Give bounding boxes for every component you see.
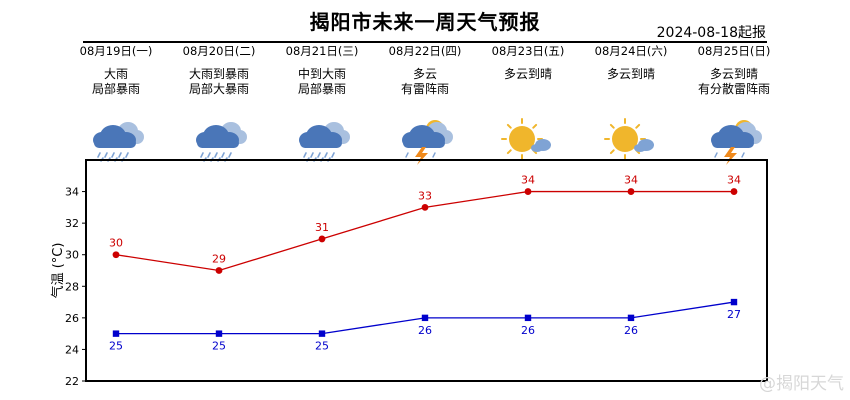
rain-cloud-icon [196, 122, 247, 162]
high-temp-point [627, 188, 635, 195]
weather-desc-line2: 局部暴雨 [91, 82, 140, 96]
weather-desc-line1: 大雨到暴雨 [188, 67, 249, 81]
forecast-date: 08月19日(一) [79, 44, 153, 58]
forecast-day-4: 08月22日(四) 多云 有雷阵雨 [370, 44, 480, 167]
forecast-date: 08月23日(五) [491, 44, 565, 58]
rain-cloud-icon [61, 111, 171, 167]
sun-cloud-icon [604, 118, 654, 160]
high-temp-label: 34 [521, 174, 535, 187]
rain-cloud-icon [93, 122, 144, 162]
page-title: 揭阳市未来一周天气预报 [309, 10, 541, 34]
y-axis-label: 气温 (°C) [50, 243, 66, 299]
weather-desc-line1: 中到大雨 [297, 67, 346, 81]
weather-desc-line1: 多云到晴 [503, 67, 552, 81]
low-temp-label: 26 [418, 324, 432, 337]
high-temp-point [318, 235, 326, 243]
weather-desc-line1: 多云 [412, 67, 437, 81]
low-temp-point [627, 314, 635, 322]
y-tick-label: 34 [65, 186, 79, 199]
low-temp-label: 26 [521, 324, 535, 337]
low-temp-point [524, 314, 532, 322]
y-tick-label: 24 [65, 343, 79, 356]
low-temp-label: 25 [315, 340, 329, 353]
high-temp-label: 33 [418, 189, 432, 202]
watermark: @揭阳天气 [759, 374, 844, 394]
weather-desc-line2: 局部暴雨 [297, 82, 346, 96]
high-temp-point [730, 188, 738, 195]
thunder-cloud-icon [370, 111, 480, 167]
forecast-day-1: 08月19日(一) 大雨 局部暴雨 [61, 44, 171, 167]
high-temp-point [421, 203, 429, 211]
high-temp-label: 30 [109, 237, 123, 250]
low-temp-point [318, 330, 326, 337]
weather-desc-line1: 大雨 [103, 67, 128, 81]
forecast-date: 08月21日(三) [285, 44, 359, 58]
high-temp-line [115, 190, 734, 272]
thunder-cloud-icon [679, 111, 789, 167]
low-temp-point [421, 314, 429, 322]
thunder-cloud-icon [402, 120, 453, 165]
forecast-date: 08月24日(六) [594, 44, 668, 58]
low-temp-label: 27 [727, 308, 741, 321]
y-tick-label: 32 [65, 217, 79, 230]
y-tick-label: 26 [65, 312, 79, 325]
forecast-date: 08月20日(二) [182, 44, 256, 58]
low-temp-label: 25 [212, 340, 226, 353]
weather-desc-line2: 有分散雷阵雨 [697, 82, 770, 96]
forecast-date: 08月22日(四) [388, 44, 462, 58]
high-temp-label: 29 [212, 253, 226, 266]
issue-date: 2024-08-18起报 [656, 25, 766, 41]
low-temp-point [730, 298, 738, 306]
sun-cloud-icon [576, 111, 686, 167]
thunder-cloud-icon [711, 120, 762, 165]
high-temp-point [112, 251, 120, 259]
y-tick-label: 22 [65, 375, 79, 388]
high-temp-point [524, 188, 532, 195]
forecast-day-2: 08月20日(二) 大雨到暴雨 局部大暴雨 [164, 44, 274, 167]
low-temp-label: 25 [109, 340, 123, 353]
high-temp-label: 31 [315, 221, 329, 234]
forecast-day-7: 08月25日(日) 多云到晴 有分散雷阵雨 [679, 44, 789, 167]
forecast-date: 08月25日(日) [697, 44, 771, 58]
rain-cloud-icon [164, 111, 274, 167]
y-tick-label: 30 [65, 249, 79, 262]
plot-frame [85, 159, 768, 382]
weather-desc-line1: 多云到晴 [606, 67, 655, 81]
weather-desc-line1: 多云到晴 [709, 67, 758, 81]
high-temp-point [215, 267, 223, 274]
weather-desc-line2: 局部大暴雨 [188, 82, 249, 96]
forecast-day-5: 08月23日(五) 多云到晴 [473, 44, 583, 167]
weather-desc-line2: 有雷阵雨 [400, 82, 449, 96]
forecast-day-6: 08月24日(六) 多云到晴 [576, 44, 686, 167]
low-temp-point [112, 330, 120, 337]
high-temp-label: 34 [727, 174, 741, 187]
header-divider [83, 41, 767, 43]
low-temp-point [215, 330, 223, 337]
y-tick-label: 28 [65, 280, 79, 293]
sun-cloud-icon [473, 111, 583, 167]
low-temp-label: 26 [624, 324, 638, 337]
high-temp-label: 34 [624, 174, 638, 187]
sun-cloud-icon [501, 118, 551, 160]
